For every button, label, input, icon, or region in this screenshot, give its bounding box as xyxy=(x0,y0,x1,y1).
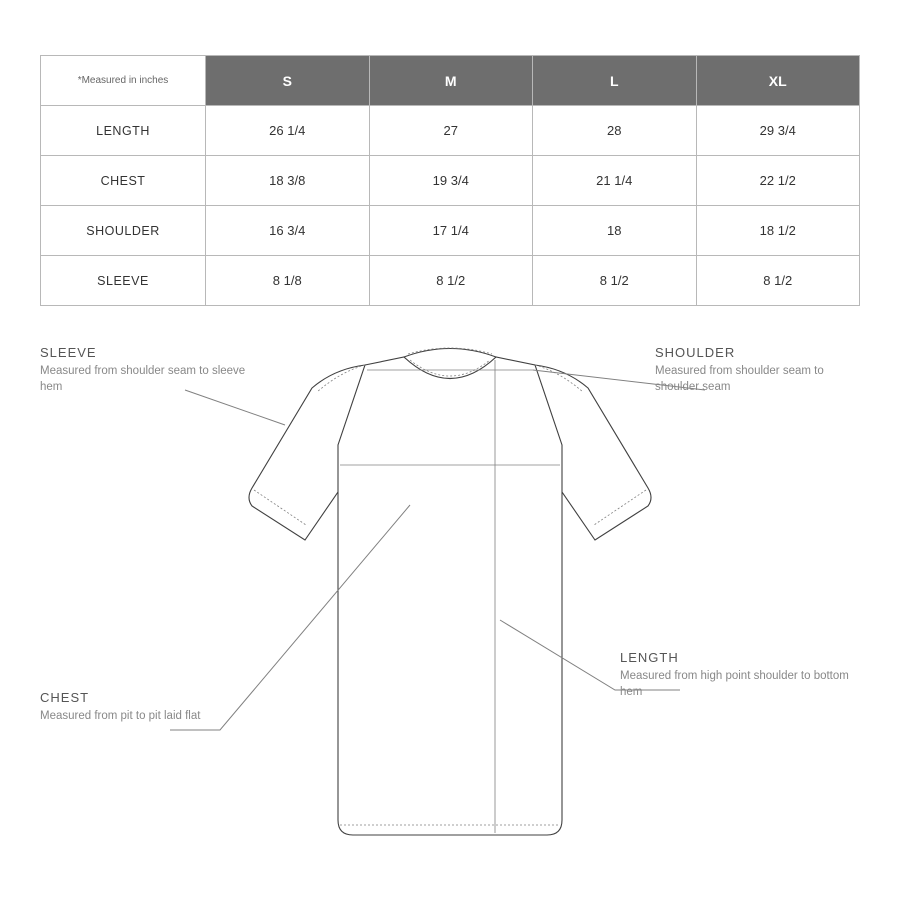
size-table-body: LENGTH 26 1/4 27 28 29 3/4 CHEST 18 3/8 … xyxy=(41,106,860,306)
callout-chest-title: CHEST xyxy=(40,690,270,705)
cell: 28 xyxy=(533,106,697,156)
table-row: CHEST 18 3/8 19 3/4 21 1/4 22 1/2 xyxy=(41,156,860,206)
cell: 8 1/8 xyxy=(206,256,370,306)
cell: 8 1/2 xyxy=(533,256,697,306)
cell: 19 3/4 xyxy=(369,156,533,206)
table-note: *Measured in inches xyxy=(41,56,206,106)
callout-sleeve-desc: Measured from shoulder seam to sleeve he… xyxy=(40,364,250,395)
callout-chest-desc: Measured from pit to pit laid flat xyxy=(40,709,270,725)
size-header-l: L xyxy=(533,56,697,106)
table-row: SHOULDER 16 3/4 17 1/4 18 18 1/2 xyxy=(41,206,860,256)
cell: 16 3/4 xyxy=(206,206,370,256)
callout-shoulder-desc: Measured from shoulder seam to shoulder … xyxy=(655,364,865,395)
tshirt-svg xyxy=(40,330,860,860)
row-label-length: LENGTH xyxy=(41,106,206,156)
size-header-m: M xyxy=(369,56,533,106)
cell: 18 3/8 xyxy=(206,156,370,206)
callout-shoulder-title: SHOULDER xyxy=(655,345,865,360)
size-table: *Measured in inches S M L XL LENGTH 26 1… xyxy=(40,55,860,306)
cell: 29 3/4 xyxy=(696,106,860,156)
callout-shoulder: SHOULDER Measured from shoulder seam to … xyxy=(655,345,865,395)
callout-length-desc: Measured from high point shoulder to bot… xyxy=(620,669,850,700)
table-row: LENGTH 26 1/4 27 28 29 3/4 xyxy=(41,106,860,156)
tshirt-diagram: SLEEVE Measured from shoulder seam to sl… xyxy=(40,330,860,860)
cell: 8 1/2 xyxy=(696,256,860,306)
row-label-sleeve: SLEEVE xyxy=(41,256,206,306)
cell: 18 1/2 xyxy=(696,206,860,256)
table-row: SLEEVE 8 1/8 8 1/2 8 1/2 8 1/2 xyxy=(41,256,860,306)
size-header-s: S xyxy=(206,56,370,106)
size-header-xl: XL xyxy=(696,56,860,106)
row-label-shoulder: SHOULDER xyxy=(41,206,206,256)
row-label-chest: CHEST xyxy=(41,156,206,206)
cell: 8 1/2 xyxy=(369,256,533,306)
size-table-container: *Measured in inches S M L XL LENGTH 26 1… xyxy=(40,55,860,306)
cell: 17 1/4 xyxy=(369,206,533,256)
cell: 18 xyxy=(533,206,697,256)
cell: 27 xyxy=(369,106,533,156)
callout-sleeve-title: SLEEVE xyxy=(40,345,250,360)
callout-length-title: LENGTH xyxy=(620,650,850,665)
callout-length: LENGTH Measured from high point shoulder… xyxy=(620,650,850,700)
callout-chest: CHEST Measured from pit to pit laid flat xyxy=(40,690,270,725)
cell: 22 1/2 xyxy=(696,156,860,206)
cell: 26 1/4 xyxy=(206,106,370,156)
cell: 21 1/4 xyxy=(533,156,697,206)
callout-sleeve: SLEEVE Measured from shoulder seam to sl… xyxy=(40,345,250,395)
